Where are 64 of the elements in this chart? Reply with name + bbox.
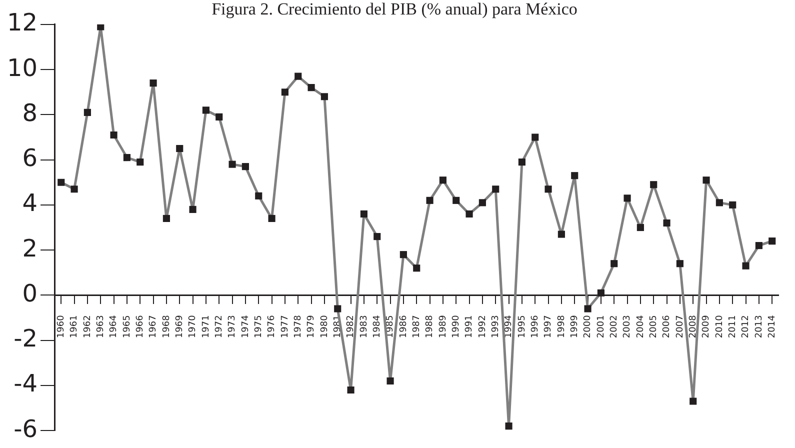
x-tick-label: 1991	[464, 315, 475, 338]
x-tick-label: 1967	[148, 315, 159, 338]
x-tick-label: 1989	[438, 314, 448, 338]
x-tick-label: 1976	[267, 314, 278, 338]
x-tick-label: 1993	[490, 315, 501, 338]
x-tick-label: 2010	[714, 314, 725, 338]
x-tick-label: 1972	[214, 315, 224, 338]
x-tick-label: 2005	[648, 315, 659, 338]
y-tick-label: 6	[22, 144, 38, 172]
x-tick-label: 1988	[425, 314, 436, 338]
x-tick-label: 2007	[675, 315, 686, 338]
x-tick-label: 1987	[412, 315, 422, 338]
x-tick-label: 1978	[293, 314, 304, 338]
y-tick-label: 12	[6, 8, 38, 37]
x-tick-label: 1968	[162, 314, 172, 338]
x-tick-label: 1960	[56, 314, 66, 338]
y-tick-label: -6	[14, 414, 38, 443]
y-tick-label: 2	[22, 234, 38, 262]
x-tick-label: 2004	[636, 314, 646, 338]
x-tick-label: 1994	[504, 314, 514, 338]
x-tick-label: 1963	[96, 315, 106, 338]
x-tick-label: 1979	[306, 314, 317, 338]
x-tick-label: 1965	[122, 315, 132, 338]
x-tick-label: 2003	[622, 315, 633, 338]
x-tick-label: 2012	[741, 315, 752, 338]
x-tick-label: 1971	[201, 315, 212, 338]
x-tick-label: 1982	[346, 315, 356, 338]
y-tick-label: -4	[14, 370, 38, 398]
x-tick-label: 1992	[478, 315, 488, 338]
x-tick-label: 1983	[359, 315, 370, 338]
x-tick-label: 2009	[702, 314, 712, 338]
x-tick-label: 1974	[240, 314, 251, 338]
x-tick-label: 1999	[570, 314, 580, 338]
x-tick-label: 1961	[70, 315, 80, 338]
chart-title: Figura 2. Crecimiento del PIB (% anual) para México	[212, 0, 578, 19]
x-tick-label: 1986	[398, 314, 409, 338]
y-tick-label: 10	[6, 54, 38, 82]
x-tick-label: 1997	[544, 315, 554, 338]
x-tick-label: 1998	[556, 314, 567, 338]
y-tick-label: 0	[22, 279, 38, 308]
x-tick-label: 2006	[662, 314, 672, 338]
x-tick-label: 2014	[767, 314, 778, 338]
x-tick-label: 1984	[372, 314, 382, 338]
x-tick-label: 2008	[688, 314, 698, 338]
x-tick-label: 1977	[280, 315, 290, 338]
x-tick-label: 2013	[754, 315, 764, 338]
x-tick-label: 1970	[188, 314, 198, 338]
x-tick-label: 2002	[609, 315, 620, 338]
y-tick-label: 8	[22, 98, 38, 127]
y-tick-label: -2	[14, 324, 38, 353]
x-tick-label: 1973	[228, 315, 238, 338]
y-tick-label: 4	[22, 189, 38, 218]
x-tick-label: 1966	[135, 314, 146, 338]
x-tick-label: 2000	[583, 314, 594, 338]
x-tick-label: 1980	[320, 314, 330, 338]
x-tick-label: 2001	[596, 315, 606, 338]
x-tick-label: 1964	[109, 314, 120, 338]
x-tick-label: 1995	[517, 315, 528, 338]
x-tick-label: 1996	[530, 314, 540, 338]
x-tick-label: 1962	[82, 315, 93, 338]
x-tick-label: 1969	[174, 314, 185, 338]
x-tick-label: 2011	[728, 315, 738, 338]
x-tick-label: 1990	[451, 314, 462, 338]
x-tick-label: 1975	[254, 315, 264, 338]
